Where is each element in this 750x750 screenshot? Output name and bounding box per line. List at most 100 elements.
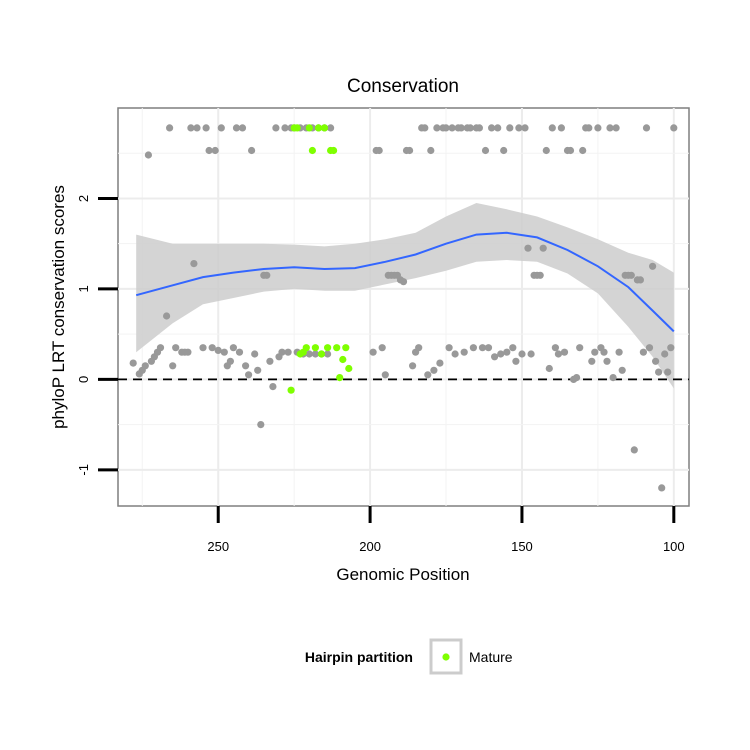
data-point-other: [615, 348, 623, 356]
data-point-other: [545, 364, 553, 373]
data-point-mature: [339, 355, 347, 364]
data-point-other: [442, 124, 450, 132]
data-point-other: [211, 146, 219, 155]
data-point-other: [497, 350, 505, 358]
data-point-other: [278, 348, 286, 356]
data-point-other: [515, 124, 523, 132]
data-point-other: [524, 244, 532, 252]
data-point-other: [612, 124, 620, 132]
data-point-other: [424, 371, 432, 379]
data-point-other: [658, 484, 666, 492]
data-point-mature: [311, 344, 319, 352]
data-point-other: [406, 146, 414, 155]
y-tick-label: 1: [76, 285, 91, 292]
data-point-other: [169, 362, 177, 370]
data-point-other: [466, 124, 474, 132]
plot-border: [117, 107, 690, 507]
data-point-other: [591, 348, 599, 356]
data-point-other: [238, 124, 247, 132]
x-tick-label: 150: [511, 539, 533, 554]
data-point-other: [573, 374, 581, 382]
x-tick-label: 250: [207, 539, 229, 554]
data-point-other: [630, 446, 638, 454]
data-point-other: [494, 124, 502, 132]
data-point-mature: [320, 124, 329, 132]
data-point-other: [478, 344, 487, 352]
data-point-other: [560, 348, 569, 356]
data-points: [129, 124, 678, 492]
data-point-other: [512, 357, 520, 365]
data-point-other: [430, 366, 438, 374]
data-point-other: [645, 344, 654, 352]
data-point-other: [436, 359, 444, 367]
data-point-mature: [317, 350, 326, 358]
legend: Hairpin partition Mature: [305, 638, 513, 675]
data-point-mature: [330, 146, 338, 155]
data-point-other: [156, 344, 165, 352]
data-point-mature: [345, 364, 353, 373]
confidence-band: [136, 203, 674, 389]
data-point-other: [661, 350, 669, 358]
data-point-other: [521, 124, 529, 132]
data-point-other: [305, 350, 313, 358]
data-point-other: [193, 124, 201, 132]
data-point-other: [445, 344, 453, 352]
data-point-other: [232, 124, 241, 132]
data-point-other: [649, 262, 657, 270]
data-point-other: [141, 362, 149, 370]
y-axis: -1 0 1 2: [76, 195, 118, 476]
data-point-mature: [336, 374, 344, 382]
data-point-other: [642, 124, 651, 132]
data-point-other: [636, 276, 645, 284]
data-point-other: [257, 421, 265, 429]
data-point-other: [399, 278, 408, 286]
data-point-mature: [302, 344, 310, 352]
data-point-other: [542, 146, 550, 155]
data-point-other: [375, 146, 383, 155]
data-point-other: [266, 357, 274, 365]
data-point-other: [667, 344, 675, 352]
data-point-other: [670, 124, 678, 132]
legend-title: Hairpin partition: [305, 649, 413, 665]
data-point-other: [202, 124, 210, 132]
data-point-mature: [308, 146, 316, 155]
data-point-mature: [342, 344, 350, 352]
x-axis: 250 200 150 100: [207, 506, 685, 554]
data-point-other: [129, 359, 137, 367]
data-point-other: [536, 271, 544, 279]
data-point-other: [460, 348, 468, 356]
legend-label-mature: Mature: [469, 649, 513, 665]
data-point-other: [664, 368, 672, 376]
data-point-other: [448, 124, 456, 132]
data-point-other: [284, 348, 292, 356]
data-point-other: [263, 271, 271, 279]
data-point-other: [509, 344, 517, 352]
data-point-other: [488, 124, 496, 132]
data-point-other: [506, 124, 514, 132]
data-point-other: [566, 146, 575, 155]
data-point-other: [576, 344, 584, 352]
data-point-other: [281, 124, 289, 132]
data-point-mature: [293, 124, 301, 132]
data-point-other: [421, 124, 429, 132]
data-point-other: [503, 348, 511, 356]
data-point-other: [500, 146, 508, 155]
data-point-other: [457, 124, 465, 132]
data-point-other: [527, 350, 535, 358]
y-tick-label: -1: [76, 464, 91, 476]
data-point-other: [378, 344, 386, 352]
data-point-other: [217, 124, 225, 132]
x-tick-label: 100: [663, 539, 685, 554]
data-point-other: [214, 346, 222, 354]
data-point-mature: [314, 124, 323, 132]
data-point-other: [600, 348, 608, 356]
data-point-other: [242, 362, 250, 370]
data-point-other: [381, 371, 389, 379]
data-point-other: [369, 348, 377, 356]
data-point-other: [187, 124, 195, 132]
data-point-other: [427, 146, 435, 155]
x-axis-label: Genomic Position: [336, 565, 469, 584]
data-point-other: [245, 371, 253, 379]
y-tick-label: 2: [76, 195, 91, 202]
